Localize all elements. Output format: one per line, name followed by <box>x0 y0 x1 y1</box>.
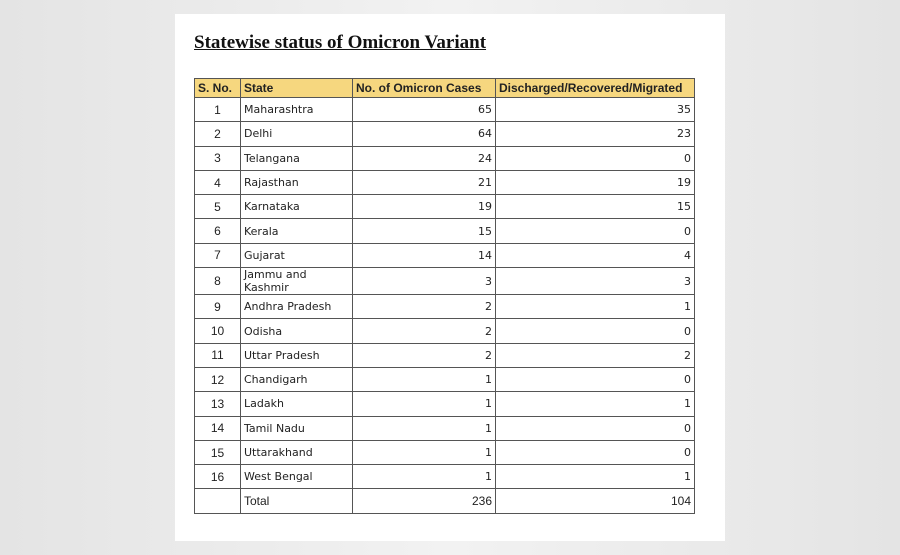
discharged: 15 <box>495 194 695 220</box>
serial-number: 15 <box>194 439 241 466</box>
state: Karnataka <box>240 194 353 220</box>
state: Rajasthan <box>240 169 353 196</box>
serial-number: 2 <box>194 121 241 147</box>
serial-number: 11 <box>194 342 241 368</box>
cases: 1 <box>352 439 496 466</box>
discharged: 0 <box>495 218 695 244</box>
state: Maharashtra <box>240 96 353 123</box>
cases: 1 <box>352 464 496 490</box>
total-cases: 236 <box>352 488 496 514</box>
state: Chandigarh <box>240 366 353 393</box>
discharged: 0 <box>495 318 695 344</box>
discharged: 1 <box>495 294 695 320</box>
cases: 21 <box>352 169 496 196</box>
table-row: 14 Tamil Nadu 1 0 <box>194 415 695 441</box>
column-header: Discharged/Recovered/Migrated <box>495 78 695 98</box>
table-row: 8 Jammu and Kashmir 3 3 <box>194 267 695 296</box>
serial-number: 3 <box>194 145 241 171</box>
serial-number: 4 <box>194 169 241 196</box>
table-row: 12 Chandigarh 1 0 <box>194 366 695 393</box>
discharged: 1 <box>495 391 695 417</box>
state: West Bengal <box>240 464 353 490</box>
empty-cell <box>194 488 241 514</box>
serial-number: 12 <box>194 366 241 393</box>
table-row: 13 Ladakh 1 1 <box>194 391 695 417</box>
column-header: State <box>240 78 353 98</box>
discharged: 0 <box>495 415 695 441</box>
document: Statewise status of Omicron Variant S. N… <box>175 14 725 541</box>
discharged: 3 <box>495 267 695 296</box>
discharged: 1 <box>495 464 695 490</box>
title: Statewise status of Omicron Variant <box>194 32 487 53</box>
cases: 65 <box>352 96 496 123</box>
cases: 14 <box>352 242 496 269</box>
state: Uttarakhand <box>240 439 353 466</box>
status-table: S. No. State No. of Omicron Cases Discharge… <box>194 78 695 514</box>
discharged: 0 <box>495 439 695 466</box>
total-discharged: 104 <box>495 488 695 514</box>
table-body: 1 Maharashtra 65 35 2 Delhi 64 23 3 Telangana 24 0 4… <box>194 96 695 514</box>
serial-number: 6 <box>194 218 241 244</box>
cases: 1 <box>352 366 496 393</box>
table-row: 16 West Bengal 1 1 <box>194 464 695 490</box>
header-row: S. No. State No. of Omicron Cases Discharge… <box>194 78 695 98</box>
state: Odisha <box>240 318 353 344</box>
cases: 1 <box>352 415 496 441</box>
table-row: 3 Telangana 24 0 <box>194 145 695 171</box>
discharged: 0 <box>495 366 695 393</box>
discharged: 2 <box>495 342 695 368</box>
serial-number: 8 <box>194 267 241 296</box>
table-row: 4 Rajasthan 21 19 <box>194 169 695 196</box>
cases: 64 <box>352 121 496 147</box>
table-row: 15 Uttarakhand 1 0 <box>194 439 695 466</box>
cases: 3 <box>352 267 496 296</box>
state: Kerala <box>240 218 353 244</box>
table-row: 11 Uttar Pradesh 2 2 <box>194 342 695 368</box>
serial-number: 5 <box>194 194 241 220</box>
state: Gujarat <box>240 242 353 269</box>
table-row: 1 Maharashtra 65 35 <box>194 96 695 123</box>
discharged: 35 <box>495 96 695 123</box>
state: Andhra Pradesh <box>240 294 353 320</box>
table-row: 10 Odisha 2 0 <box>194 318 695 344</box>
discharged: 4 <box>495 242 695 269</box>
state: Uttar Pradesh <box>240 342 353 368</box>
state: Tamil Nadu <box>240 415 353 441</box>
total-row: Total 236 104 <box>194 488 695 514</box>
serial-number: 7 <box>194 242 241 269</box>
column-header: S. No. <box>194 78 241 98</box>
cases: 2 <box>352 342 496 368</box>
serial-number: 14 <box>194 415 241 441</box>
table-row: 2 Delhi 64 23 <box>194 121 695 147</box>
state: Ladakh <box>240 391 353 417</box>
serial-number: 16 <box>194 464 241 490</box>
table-row: 6 Kerala 15 0 <box>194 218 695 244</box>
discharged: 23 <box>495 121 695 147</box>
serial-number: 10 <box>194 318 241 344</box>
discharged: 0 <box>495 145 695 171</box>
serial-number: 13 <box>194 391 241 417</box>
cases: 1 <box>352 391 496 417</box>
serial-number: 9 <box>194 294 241 320</box>
cases: 15 <box>352 218 496 244</box>
table-row: 7 Gujarat 14 4 <box>194 242 695 269</box>
discharged: 19 <box>495 169 695 196</box>
table-row: 5 Karnataka 19 15 <box>194 194 695 220</box>
total-label: Total <box>240 488 353 514</box>
cases: 19 <box>352 194 496 220</box>
state: Telangana <box>240 145 353 171</box>
serial-number: 1 <box>194 96 241 123</box>
cases: 24 <box>352 145 496 171</box>
cases: 2 <box>352 294 496 320</box>
table-row: 9 Andhra Pradesh 2 1 <box>194 294 695 320</box>
state: Jammu and Kashmir <box>240 267 353 296</box>
cases: 2 <box>352 318 496 344</box>
column-header: No. of Omicron Cases <box>352 78 496 98</box>
state: Delhi <box>240 121 353 147</box>
